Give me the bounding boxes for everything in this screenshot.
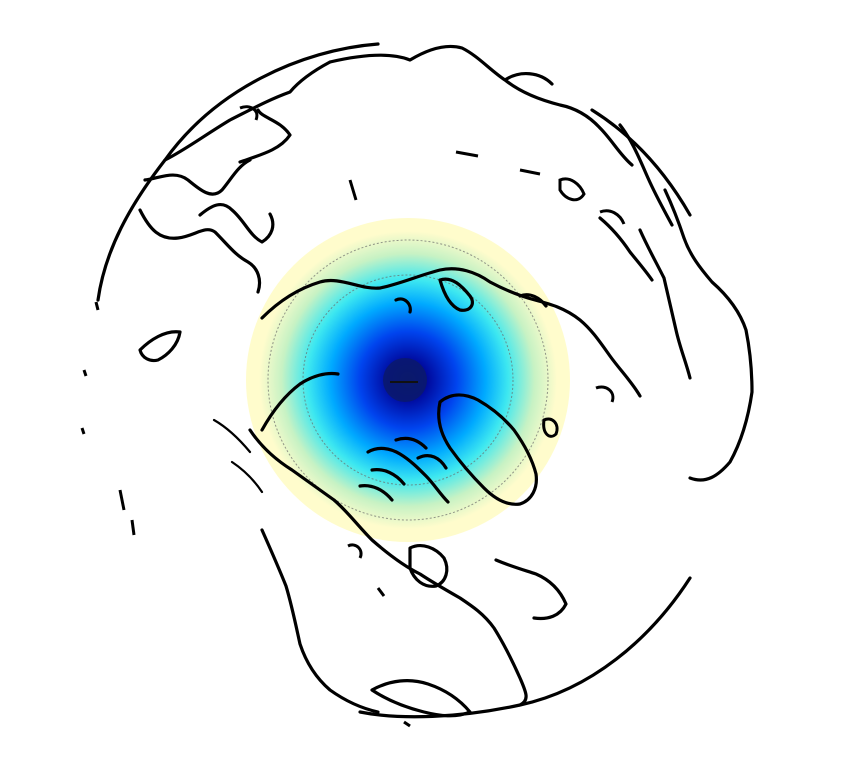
coast-arctic-russia	[260, 267, 642, 398]
pole-marker	[383, 358, 427, 402]
island-fragment	[130, 519, 136, 536]
coast-west-africa	[260, 528, 380, 714]
coast-gulf-mexico	[370, 679, 472, 718]
coast-baltic	[198, 202, 275, 244]
coast-east-asia	[663, 188, 754, 482]
coast-us-east	[494, 558, 568, 621]
coast-north-america	[248, 428, 528, 707]
island-fragment	[94, 301, 100, 311]
coast-canadian-archipelago	[358, 436, 450, 504]
island-fragment	[558, 177, 586, 202]
coast-greenland	[437, 393, 538, 506]
island-fragment	[347, 543, 363, 559]
coast-kamchatka	[618, 123, 674, 227]
coast-okhotsk	[598, 216, 654, 282]
coast-europe	[138, 60, 332, 294]
island-fragment	[595, 385, 615, 403]
coast-japan	[638, 228, 692, 380]
coast-novaya-zemlya	[438, 277, 474, 312]
coast-mediterranean	[212, 418, 264, 494]
contour-ring	[267, 239, 549, 521]
coast-hudson-bay	[408, 544, 449, 588]
island-fragment	[376, 587, 386, 597]
island-fragment	[403, 720, 411, 728]
island-fragment	[82, 369, 88, 377]
globe-limb-northwest	[96, 42, 380, 302]
island-fragment	[599, 209, 626, 225]
island-fragment	[348, 179, 358, 201]
island-fragment	[542, 417, 559, 438]
island-fragment	[455, 150, 479, 158]
coast-siberia	[328, 44, 634, 167]
contour-ring	[302, 274, 514, 486]
island-fragment	[118, 489, 126, 511]
coast-alaska	[260, 371, 340, 432]
globe-limb-northeast	[590, 108, 692, 217]
coast-severnaya	[394, 293, 548, 314]
island-fragment	[239, 105, 259, 121]
island-fragment	[519, 168, 541, 176]
island-fragment	[80, 427, 86, 435]
coast-british-isles	[138, 330, 182, 363]
